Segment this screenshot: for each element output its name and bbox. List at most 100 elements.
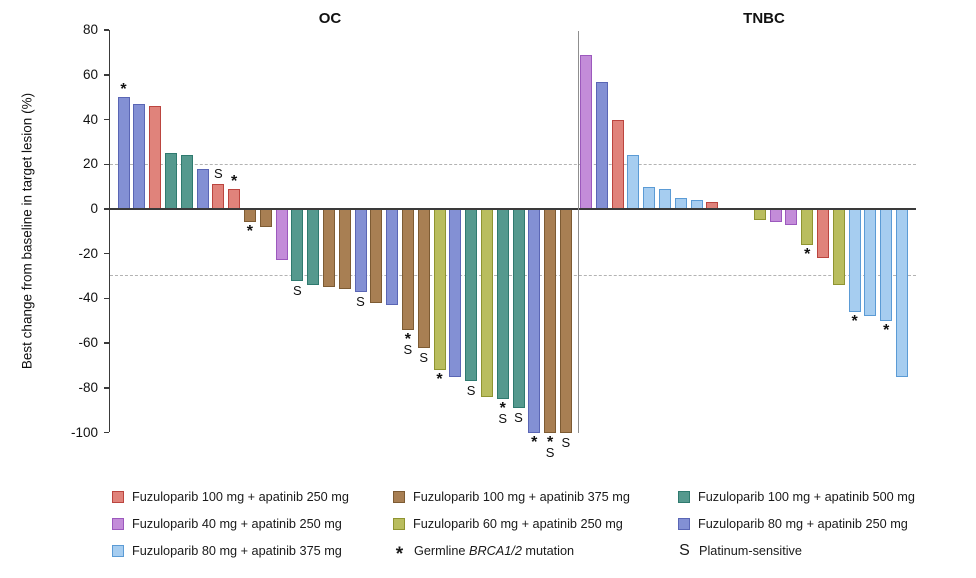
y-tick-label: 0 <box>90 201 98 216</box>
legend-label: Fuzuloparib 80 mg + apatinib 375 mg <box>132 544 342 559</box>
legend-item: S Platinum-sensitive <box>678 542 915 560</box>
panel-title-tnbc: TNBC <box>743 10 785 27</box>
legend-label: Fuzuloparib 60 mg + apatinib 250 mg <box>413 516 623 531</box>
bar <box>117 97 130 209</box>
bar <box>275 209 288 261</box>
legend: Fuzuloparib 100 mg + apatinib 250 mg Fuzu… <box>112 483 915 565</box>
brca-mutation-marker: * <box>246 223 253 241</box>
platinum-sensitive-marker: S <box>514 409 523 425</box>
y-tick-label: 20 <box>82 156 98 172</box>
y-axis-tick <box>103 74 109 76</box>
bar <box>580 54 592 209</box>
y-axis-tick <box>103 297 109 300</box>
brca-mutation-marker: * <box>230 172 238 190</box>
bar <box>259 209 272 227</box>
bar <box>164 153 177 209</box>
y-axis-tick <box>103 342 109 344</box>
bar <box>512 209 525 408</box>
bar <box>338 209 351 290</box>
legend-label: Germline BRCA1/2 mutation <box>414 544 575 559</box>
brca-mutation-marker: * <box>883 321 890 339</box>
legend-item: Fuzuloparib 80 mg + apatinib 250 mg <box>678 517 915 531</box>
legend-item: Fuzuloparib 100 mg + apatinib 375 mg <box>393 490 678 504</box>
legend-swatch-olive <box>393 517 405 530</box>
bar <box>354 209 367 292</box>
legend-swatch-lightblue <box>112 545 124 558</box>
bar <box>149 106 162 209</box>
y-axis-tick <box>103 118 109 121</box>
bar <box>753 209 766 221</box>
bar <box>595 81 608 209</box>
legend-label: Fuzuloparib 80 mg + apatinib 250 mg <box>698 516 908 531</box>
panel-title-oc: OC <box>318 10 342 27</box>
legend-item: Fuzuloparib 80 mg + apatinib 375 mg <box>112 544 393 558</box>
bar <box>228 188 241 209</box>
bar <box>659 188 671 209</box>
legend-swatch-brown <box>393 490 405 503</box>
brca-mutation-marker: * <box>546 433 554 451</box>
legend-item: Fuzuloparib 60 mg + apatinib 250 mg <box>393 517 678 531</box>
platinum-sensitive-marker: S <box>545 444 555 460</box>
brca-mutation-marker: * <box>436 370 443 388</box>
y-tick-label: -60 <box>78 335 98 351</box>
bar <box>832 209 845 285</box>
bar <box>322 209 335 288</box>
y-axis-tick <box>103 29 109 31</box>
bar <box>528 209 541 433</box>
legend-label: Fuzuloparib 100 mg + apatinib 250 mg <box>132 489 349 504</box>
bar <box>370 209 383 303</box>
bar <box>180 155 193 209</box>
bar <box>417 209 430 348</box>
legend-item: * Germline BRCA1/2 mutation <box>393 540 678 565</box>
plot-area: * S * * S S * S S * S * S S * * S S * * * 80 60 40 20 0 -20 -40 -60-… <box>70 22 916 460</box>
platinum-sensitive-marker: S <box>561 434 571 450</box>
y-tick-label: 40 <box>82 111 98 127</box>
legend-swatch-teal <box>678 490 690 503</box>
y-tick-label: -20 <box>78 245 98 261</box>
platinum-sensitive-marker: S <box>419 349 429 365</box>
bar <box>896 209 908 377</box>
legend-item: Fuzuloparib 100 mg + apatinib 250 mg <box>112 490 393 504</box>
y-tick-label: 80 <box>82 22 98 38</box>
y-axis-tick <box>103 208 109 210</box>
y-tick-label: 60 <box>82 66 98 82</box>
bar <box>449 209 462 377</box>
bar <box>817 209 829 259</box>
y-tick-label: -100 <box>70 424 98 440</box>
platinum-sensitive-marker: S <box>356 293 365 309</box>
y-axis-tick <box>103 163 109 166</box>
brca-mutation-marker: * <box>804 245 811 263</box>
legend-label: Fuzuloparib 40 mg + apatinib 250 mg <box>132 516 342 531</box>
y-axis-tick <box>103 252 109 255</box>
panel-divider <box>577 31 579 433</box>
bar <box>291 209 304 281</box>
legend-label: Platinum-sensitive <box>699 544 802 559</box>
legend-label: Fuzuloparib 100 mg + apatinib 500 mg <box>698 489 915 504</box>
legend-label: Fuzuloparib 100 mg + apatinib 375 mg <box>413 489 630 504</box>
bar <box>880 209 893 321</box>
legend-item: Fuzuloparib 100 mg + apatinib 500 mg <box>678 490 915 504</box>
bar <box>133 103 146 209</box>
bar <box>433 209 446 370</box>
bar <box>243 209 256 223</box>
y-tick-label: -40 <box>78 290 98 306</box>
s-symbol: S <box>679 542 690 560</box>
brca-mutation-marker: * <box>851 312 858 330</box>
bar <box>848 209 861 312</box>
brca-mutation-marker: * <box>499 399 506 417</box>
bar <box>801 209 814 245</box>
bar <box>785 209 798 225</box>
zero-baseline <box>110 208 916 210</box>
brca-mutation-marker: * <box>120 81 127 99</box>
legend-item: Fuzuloparib 40 mg + apatinib 250 mg <box>112 517 393 531</box>
platinum-sensitive-marker: S <box>498 410 508 426</box>
bar <box>864 209 877 317</box>
bar <box>559 209 572 433</box>
bar <box>465 209 478 382</box>
bar <box>401 209 414 330</box>
legend-swatch-blueviolet <box>678 517 690 530</box>
platinum-sensitive-marker: S <box>466 383 476 399</box>
bar <box>627 155 640 209</box>
brca-mutation-marker: * <box>531 433 538 451</box>
